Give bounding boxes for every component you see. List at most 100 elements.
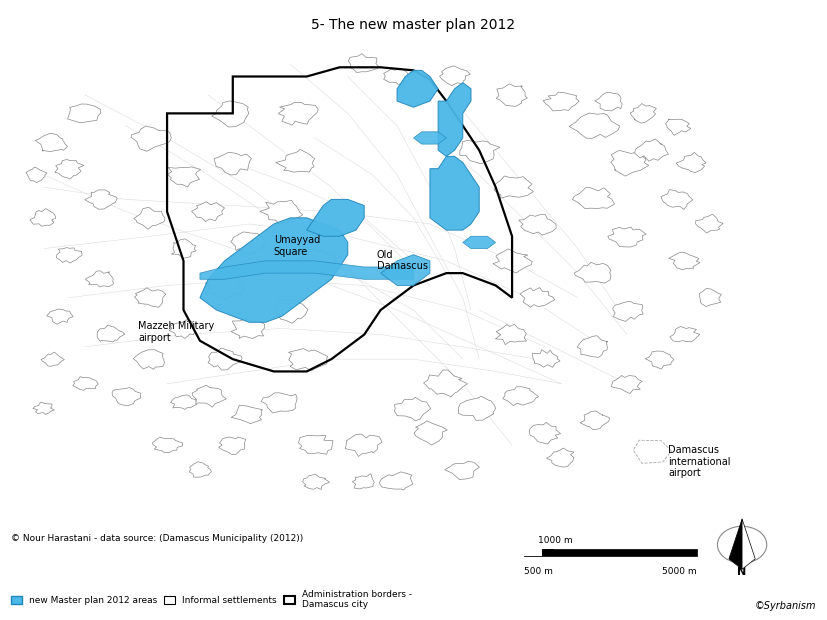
Text: 5- The new master plan 2012: 5- The new master plan 2012 bbox=[312, 18, 515, 32]
Text: Mazzeh Military
airport: Mazzeh Military airport bbox=[138, 321, 214, 343]
Polygon shape bbox=[669, 252, 700, 270]
Polygon shape bbox=[458, 396, 495, 420]
Polygon shape bbox=[189, 462, 212, 477]
Polygon shape bbox=[445, 461, 480, 479]
Polygon shape bbox=[131, 126, 171, 151]
Polygon shape bbox=[231, 232, 267, 254]
Polygon shape bbox=[299, 435, 333, 454]
Polygon shape bbox=[595, 92, 622, 111]
Polygon shape bbox=[495, 324, 527, 345]
Polygon shape bbox=[26, 167, 47, 182]
Polygon shape bbox=[112, 388, 141, 405]
Text: 5000 m: 5000 m bbox=[662, 567, 697, 576]
Text: Umayyad
Square: Umayyad Square bbox=[274, 235, 320, 257]
Polygon shape bbox=[275, 299, 308, 323]
Polygon shape bbox=[68, 104, 101, 123]
Polygon shape bbox=[496, 84, 528, 107]
Polygon shape bbox=[232, 405, 263, 423]
Polygon shape bbox=[200, 261, 414, 279]
Text: 1000 m: 1000 m bbox=[538, 536, 573, 546]
Polygon shape bbox=[503, 387, 538, 405]
Polygon shape bbox=[56, 247, 82, 263]
Polygon shape bbox=[575, 262, 611, 283]
Polygon shape bbox=[33, 402, 55, 414]
Polygon shape bbox=[212, 101, 249, 127]
Polygon shape bbox=[46, 309, 73, 324]
Polygon shape bbox=[438, 82, 471, 156]
Polygon shape bbox=[676, 153, 706, 172]
Polygon shape bbox=[41, 352, 65, 366]
Polygon shape bbox=[30, 208, 56, 226]
Polygon shape bbox=[208, 348, 242, 370]
Polygon shape bbox=[73, 376, 98, 391]
Polygon shape bbox=[192, 385, 227, 407]
Polygon shape bbox=[460, 140, 500, 164]
Polygon shape bbox=[520, 288, 555, 308]
Polygon shape bbox=[661, 190, 693, 210]
Polygon shape bbox=[397, 70, 438, 107]
Polygon shape bbox=[645, 351, 674, 369]
Polygon shape bbox=[423, 370, 467, 397]
Polygon shape bbox=[345, 434, 382, 456]
Polygon shape bbox=[135, 288, 165, 308]
Polygon shape bbox=[85, 190, 117, 209]
Polygon shape bbox=[231, 318, 265, 339]
Polygon shape bbox=[519, 215, 557, 235]
Polygon shape bbox=[167, 167, 201, 187]
Polygon shape bbox=[170, 395, 197, 409]
Polygon shape bbox=[260, 200, 303, 224]
Polygon shape bbox=[699, 288, 721, 306]
Polygon shape bbox=[613, 301, 643, 321]
Polygon shape bbox=[670, 327, 700, 342]
Polygon shape bbox=[547, 448, 574, 467]
Polygon shape bbox=[380, 472, 413, 490]
Polygon shape bbox=[200, 218, 348, 322]
Polygon shape bbox=[414, 421, 447, 445]
Polygon shape bbox=[98, 326, 125, 342]
Polygon shape bbox=[611, 151, 648, 176]
Polygon shape bbox=[348, 53, 379, 73]
Polygon shape bbox=[279, 102, 318, 125]
Polygon shape bbox=[133, 350, 165, 370]
Polygon shape bbox=[430, 156, 479, 230]
Polygon shape bbox=[666, 119, 691, 135]
Polygon shape bbox=[569, 113, 619, 138]
Bar bbox=[542, 549, 554, 556]
Polygon shape bbox=[289, 348, 327, 371]
Polygon shape bbox=[152, 437, 183, 453]
Legend: new Master plan 2012 areas, Informal settlements, Administration borders -
Damas: new Master plan 2012 areas, Informal set… bbox=[7, 586, 416, 613]
Polygon shape bbox=[294, 249, 337, 273]
Polygon shape bbox=[572, 187, 614, 209]
Bar bbox=[524, 549, 542, 556]
Polygon shape bbox=[192, 202, 225, 221]
Polygon shape bbox=[214, 153, 251, 175]
Polygon shape bbox=[729, 519, 742, 569]
Polygon shape bbox=[630, 104, 657, 123]
Text: © Nour Harastani - data source: (Damascus Municipality (2012)): © Nour Harastani - data source: (Damascu… bbox=[11, 534, 304, 543]
Polygon shape bbox=[533, 350, 560, 368]
Polygon shape bbox=[494, 176, 533, 198]
Polygon shape bbox=[463, 236, 495, 249]
Polygon shape bbox=[696, 214, 723, 233]
Polygon shape bbox=[218, 437, 246, 454]
Polygon shape bbox=[352, 474, 375, 489]
Text: ©Syrbanism: ©Syrbanism bbox=[754, 601, 816, 611]
Text: Damascus
international
airport: Damascus international airport bbox=[668, 445, 730, 479]
Polygon shape bbox=[577, 335, 608, 357]
Polygon shape bbox=[529, 422, 561, 444]
Polygon shape bbox=[493, 249, 533, 273]
Polygon shape bbox=[394, 397, 431, 421]
Polygon shape bbox=[85, 271, 113, 287]
Bar bbox=[524, 549, 697, 556]
Polygon shape bbox=[742, 519, 755, 569]
Polygon shape bbox=[440, 66, 471, 86]
Text: N: N bbox=[738, 567, 747, 577]
Polygon shape bbox=[384, 68, 408, 84]
Polygon shape bbox=[171, 239, 196, 258]
Polygon shape bbox=[303, 474, 329, 489]
Text: 500 m: 500 m bbox=[524, 567, 553, 576]
Polygon shape bbox=[170, 320, 195, 339]
Polygon shape bbox=[414, 132, 447, 144]
Polygon shape bbox=[36, 133, 68, 152]
Polygon shape bbox=[543, 92, 579, 111]
